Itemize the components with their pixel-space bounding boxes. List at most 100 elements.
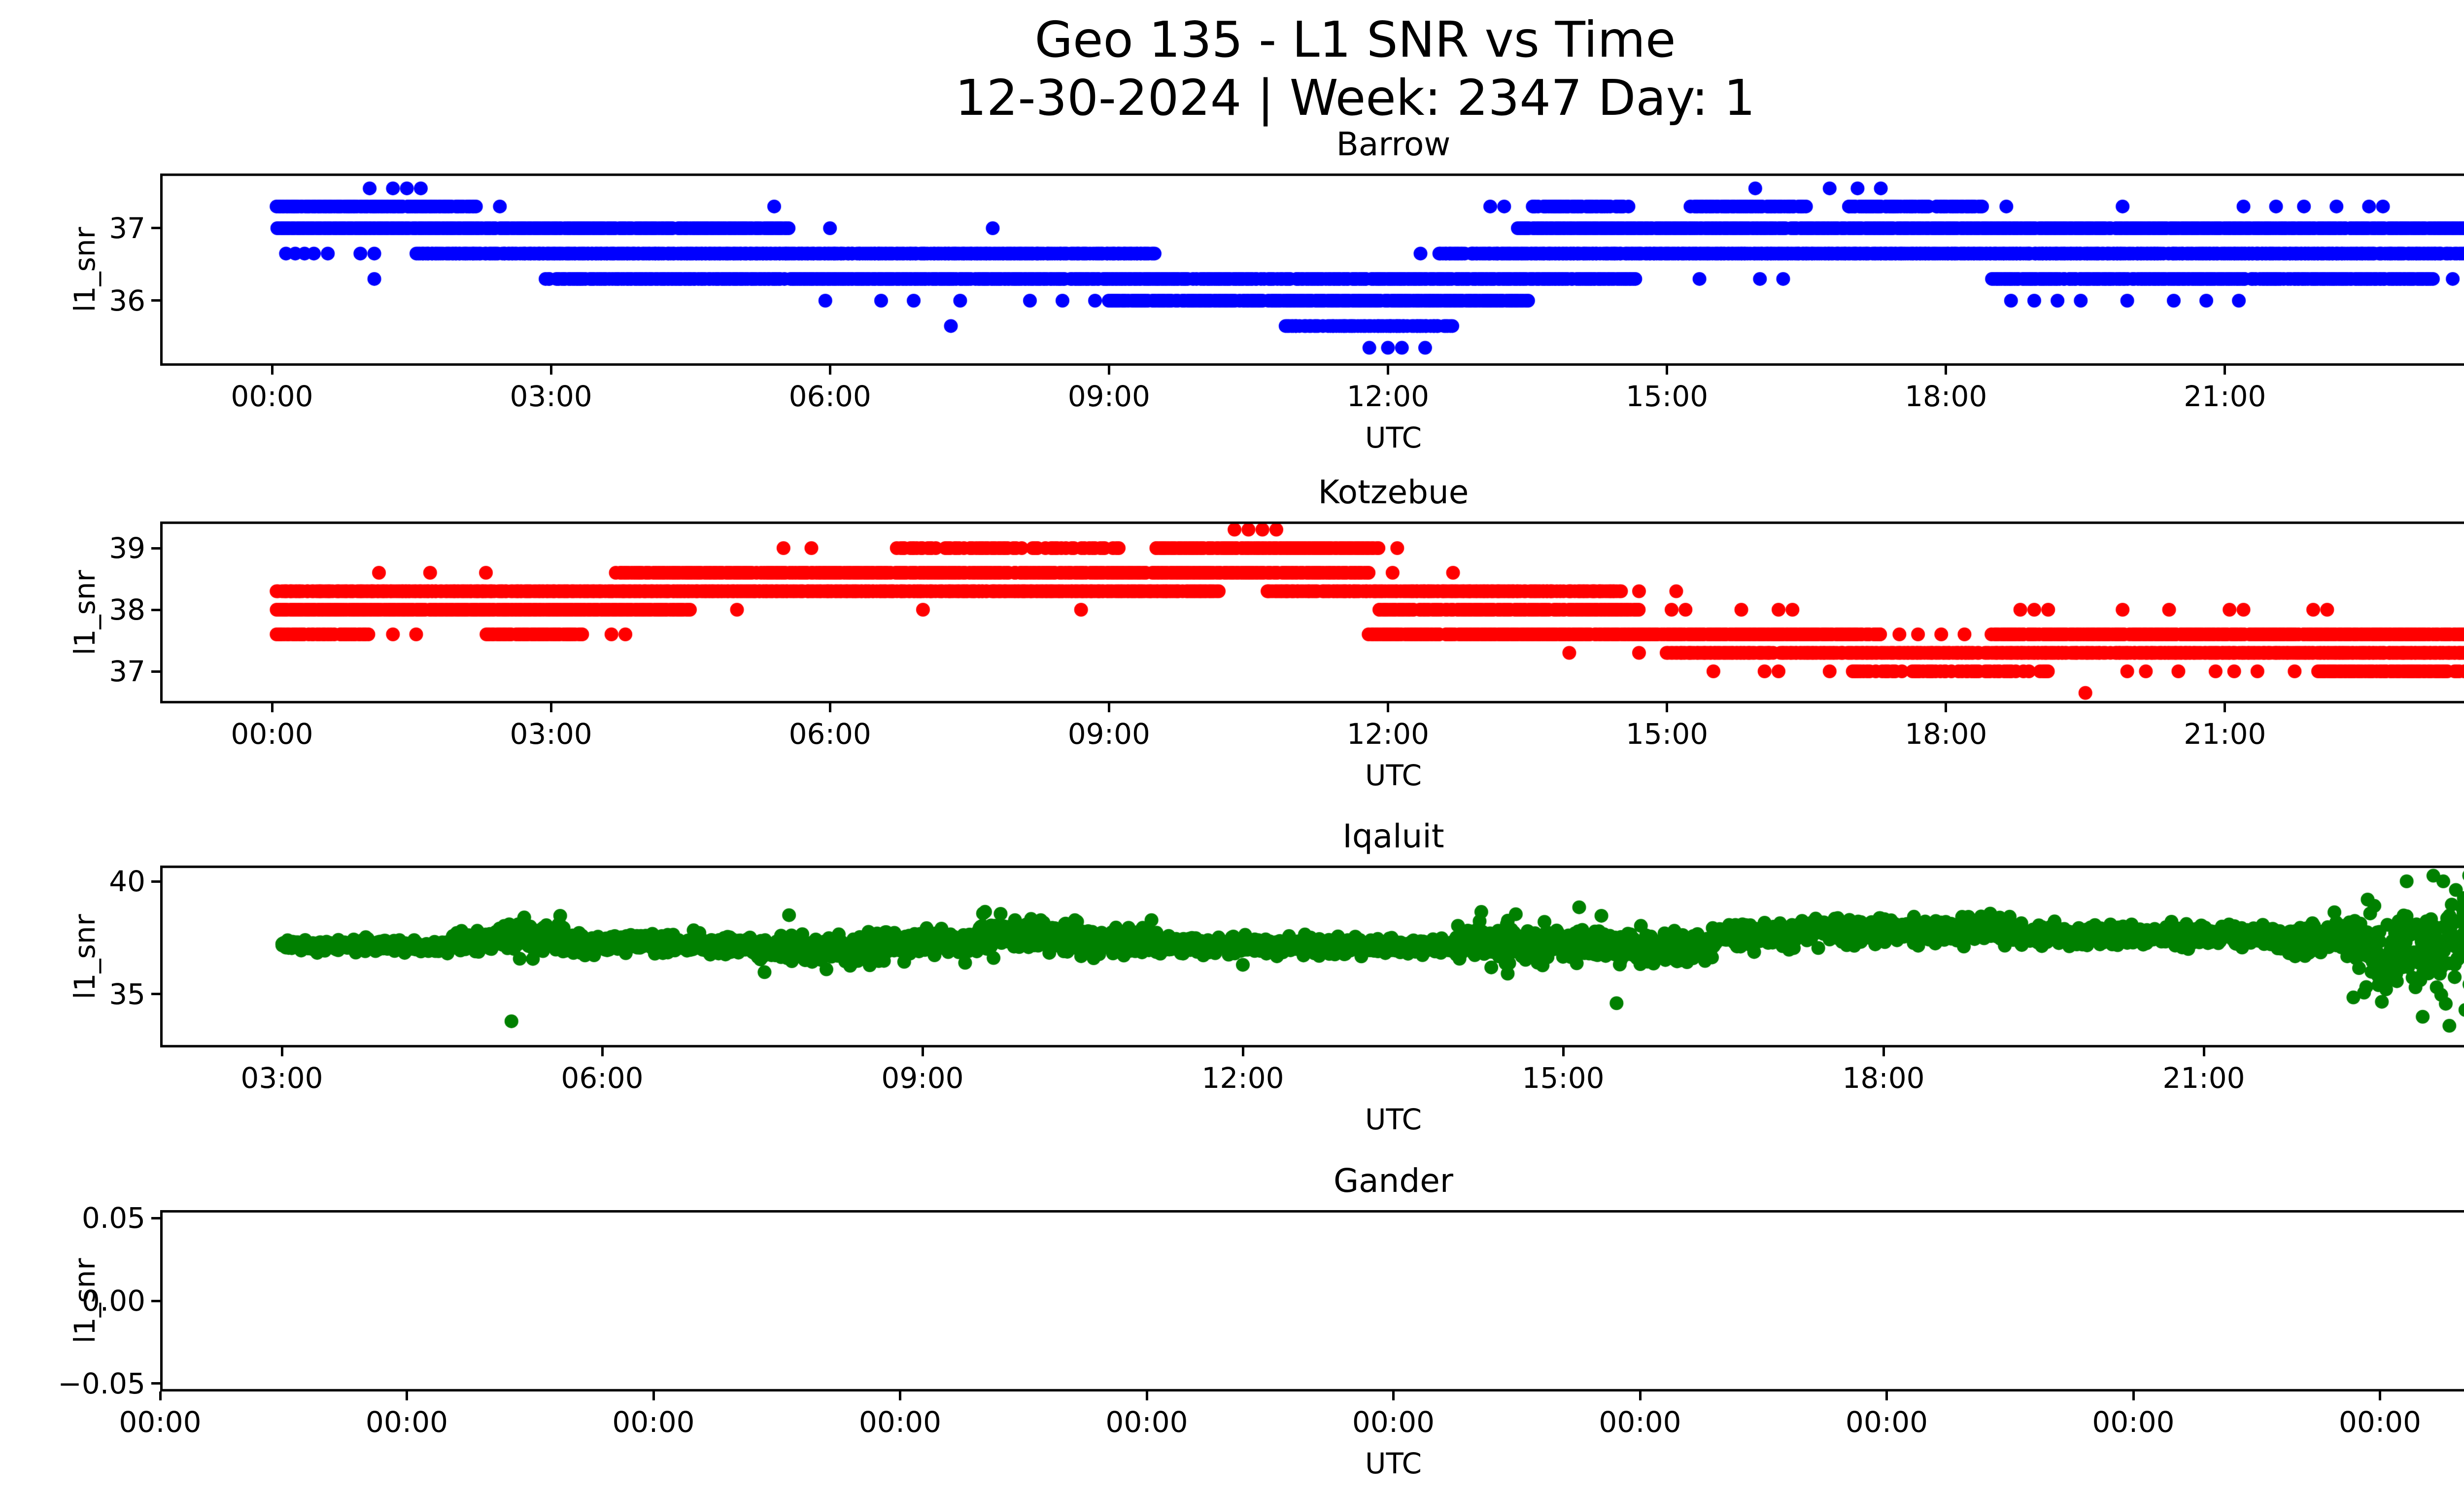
y-tick-label: 38 bbox=[109, 593, 145, 626]
x-tick-mark bbox=[1386, 703, 1389, 712]
x-tick-label: 18:00 bbox=[1842, 1061, 1925, 1095]
scatter-canvas-iqaluit bbox=[160, 866, 2464, 1047]
x-tick-label: 12:00 bbox=[1346, 380, 1430, 413]
x-tick-mark bbox=[2379, 1391, 2381, 1400]
x-axis-label: UTC bbox=[1365, 421, 1422, 454]
x-tick-label: 00:00 bbox=[858, 1405, 942, 1439]
y-tick-mark bbox=[151, 1217, 160, 1219]
y-tick-mark bbox=[151, 1382, 160, 1385]
y-tick-mark bbox=[151, 547, 160, 550]
x-tick-mark bbox=[1666, 703, 1669, 712]
x-tick-label: 00:00 bbox=[1599, 1405, 1681, 1439]
x-tick-mark bbox=[406, 1391, 408, 1400]
x-tick-mark bbox=[1107, 703, 1110, 712]
x-tick-label: 00:00 bbox=[231, 717, 313, 751]
x-tick-mark bbox=[1945, 366, 1948, 375]
x-tick-label: 00:00 bbox=[1352, 1405, 1435, 1439]
scatter-canvas-barrow bbox=[160, 174, 2464, 366]
y-tick-mark bbox=[151, 670, 160, 673]
x-tick-label: 21:00 bbox=[2162, 1061, 2245, 1095]
x-tick-label: 03:00 bbox=[240, 1061, 323, 1095]
x-tick-label: 06:00 bbox=[788, 380, 871, 413]
plot-area-kotzebue: 00:00 03:00 06:00 09:00 12:00 15:00 18:00 21:00… bbox=[109, 522, 2464, 751]
scatter-canvas-kotzebue bbox=[160, 522, 2464, 703]
x-tick-label: 00:00 bbox=[365, 1405, 448, 1439]
x-tick-label: 15:00 bbox=[1522, 1061, 1605, 1095]
x-tick-mark bbox=[652, 1391, 655, 1400]
x-tick-label: 18:00 bbox=[1905, 717, 1987, 751]
figure-title-line2: 12-30-2024 | Week: 2347 Day: 1 bbox=[955, 69, 1755, 127]
y-tick-label: 36 bbox=[109, 283, 145, 317]
x-tick-label: 00:00 bbox=[119, 1405, 202, 1439]
x-tick-label: 18:00 bbox=[1905, 380, 1987, 413]
x-tick-mark bbox=[828, 366, 831, 375]
plot-area-barrow: 00:00 03:00 06:00 09:00 12:00 15:00 18:00 21:00… bbox=[109, 174, 2464, 413]
x-tick-label: 00:00 bbox=[1845, 1405, 1928, 1439]
x-tick-mark bbox=[2224, 366, 2226, 375]
x-tick-label: 09:00 bbox=[1067, 380, 1150, 413]
x-tick-label: 03:00 bbox=[510, 717, 592, 751]
x-tick-label: 00:00 bbox=[2463, 717, 2464, 751]
plot-title: Kotzebue bbox=[1318, 473, 1469, 511]
x-tick-mark bbox=[1885, 1391, 1888, 1400]
x-tick-label: 21:00 bbox=[2184, 380, 2266, 413]
x-tick-label: 09:00 bbox=[881, 1061, 964, 1095]
x-tick-mark bbox=[1107, 366, 1110, 375]
x-axis-label: UTC bbox=[1365, 1103, 1422, 1136]
x-tick-mark bbox=[549, 366, 552, 375]
x-tick-label: 00:00 bbox=[2092, 1405, 2175, 1439]
x-tick-mark bbox=[2132, 1391, 2135, 1400]
y-tick-label: 35 bbox=[109, 977, 145, 1011]
plot-title: Iqaluit bbox=[1342, 817, 1444, 855]
x-tick-mark bbox=[828, 703, 831, 712]
x-tick-mark bbox=[1562, 1047, 1565, 1056]
x-tick-mark bbox=[1882, 1047, 1885, 1056]
x-tick-label: 09:00 bbox=[1067, 717, 1150, 751]
y-axis-label: l1_snr bbox=[68, 1258, 102, 1344]
x-tick-label: 00:00 bbox=[2338, 1405, 2422, 1439]
y-tick-label: 40 bbox=[109, 865, 145, 898]
x-tick-mark bbox=[899, 1391, 901, 1400]
x-tick-label: 00:00 bbox=[2463, 380, 2464, 413]
x-tick-mark bbox=[2224, 703, 2226, 712]
x-tick-mark bbox=[159, 1391, 162, 1400]
figure-title: Geo 135 - L1 SNR vs Time 12-30-2024 | We… bbox=[955, 11, 1755, 127]
y-tick-mark bbox=[151, 608, 160, 611]
plot-area-iqaluit: 03:0006:0009:0012:0015:0018:0021:0000:00… bbox=[109, 865, 2464, 1095]
x-tick-mark bbox=[1639, 1391, 1642, 1400]
x-tick-mark bbox=[601, 1047, 604, 1056]
x-tick-label: 00:00 bbox=[1105, 1405, 1188, 1439]
y-tick-mark bbox=[151, 1299, 160, 1302]
x-axis-label: UTC bbox=[1365, 759, 1422, 792]
plot-title: Gander bbox=[1333, 1162, 1454, 1200]
x-tick-label: 15:00 bbox=[1625, 717, 1709, 751]
x-tick-mark bbox=[1145, 1391, 1148, 1400]
x-tick-label: 15:00 bbox=[1625, 380, 1709, 413]
plot-area-gander: 00:00 00:00 00:00 00:00 00:00 00:00 00:00 00:00… bbox=[58, 1201, 2464, 1439]
x-tick-mark bbox=[2202, 1047, 2205, 1056]
x-tick-label: 00:00 bbox=[612, 1405, 695, 1439]
y-tick-label: 0.00 bbox=[81, 1284, 145, 1318]
x-tick-mark bbox=[1666, 366, 1669, 375]
x-tick-label: 00:00 bbox=[231, 380, 313, 413]
y-tick-label: 37 bbox=[109, 211, 145, 245]
x-tick-mark bbox=[280, 1047, 283, 1056]
x-tick-mark bbox=[1241, 1047, 1244, 1056]
y-tick-mark bbox=[151, 880, 160, 883]
y-axis-label: l1_snr bbox=[68, 570, 102, 655]
x-tick-label: 06:00 bbox=[561, 1061, 644, 1095]
y-tick-mark bbox=[151, 993, 160, 996]
x-tick-mark bbox=[1386, 366, 1389, 375]
scatter-canvas-gander bbox=[160, 1210, 2464, 1391]
x-tick-mark bbox=[271, 703, 274, 712]
x-tick-mark bbox=[921, 1047, 924, 1056]
y-tick-mark bbox=[151, 227, 160, 230]
plot-title: Barrow bbox=[1336, 125, 1451, 163]
y-tick-label: 0.05 bbox=[81, 1201, 145, 1235]
x-tick-mark bbox=[1945, 703, 1948, 712]
x-tick-label: 12:00 bbox=[1201, 1061, 1284, 1095]
x-tick-mark bbox=[271, 366, 274, 375]
y-axis-label: l1_snr bbox=[68, 227, 102, 313]
y-tick-label: −0.05 bbox=[58, 1366, 145, 1400]
